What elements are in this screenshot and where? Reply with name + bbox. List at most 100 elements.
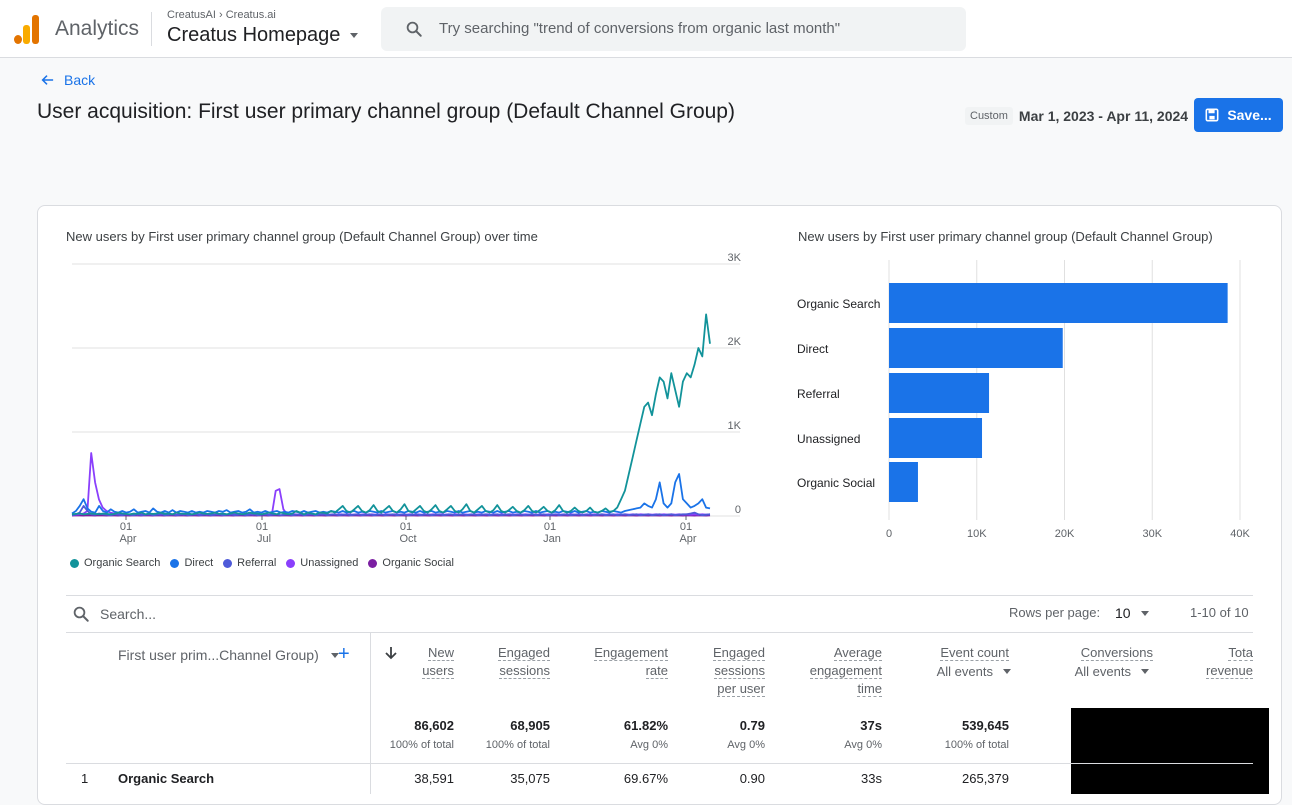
column-total: 539,645 — [962, 718, 1009, 733]
column-total: 61.82% — [624, 718, 668, 733]
line-chart-legend: Organic Search Direct Referral Unassigned Or… — [70, 557, 454, 569]
legend-swatch — [368, 559, 377, 568]
divider — [151, 12, 152, 46]
chevron-right-icon: › — [219, 9, 223, 21]
column-header-text: Tota — [1228, 645, 1253, 661]
table-cell: 0.90 — [740, 771, 765, 786]
event-filter-value: All events — [937, 664, 993, 679]
column-header-text: users — [422, 663, 454, 679]
column-total: 86,602 — [414, 718, 454, 733]
legend-item[interactable]: Direct — [170, 557, 213, 569]
column-header[interactable]: Engaged sessions per user — [713, 644, 765, 698]
rows-per-page-select[interactable]: 10 — [1115, 605, 1149, 621]
column-header-text: Engaged — [498, 645, 550, 661]
legend-label: Organic Search — [84, 557, 160, 569]
legend-swatch — [286, 559, 295, 568]
column-header[interactable]: Engagement rate — [594, 644, 668, 680]
table-cell: 33s — [861, 771, 882, 786]
column-header[interactable]: Event count — [940, 644, 1009, 662]
pagination-range: 1-10 of 10 — [1190, 605, 1249, 620]
row-number: 1 — [81, 771, 88, 786]
column-total-sub: Avg 0% — [630, 739, 668, 751]
date-range-picker[interactable]: Custom Mar 1, 2023 - Apr 11, 2024 — [965, 104, 1188, 128]
sort-arrow-down-icon[interactable] — [384, 645, 398, 661]
column-header[interactable]: Average engagement time — [810, 644, 882, 698]
row-dimension-value[interactable]: Organic Search — [118, 771, 214, 786]
legend-item[interactable]: Referral — [223, 557, 276, 569]
breadcrumb[interactable]: CreatusAI › Creatus.ai — [167, 9, 276, 21]
column-total-sub: Avg 0% — [727, 739, 765, 751]
table-cell: 69.67% — [624, 771, 668, 786]
event-filter-select[interactable]: All events — [937, 664, 1011, 679]
column-header-text: Engaged — [713, 645, 765, 661]
divider — [66, 632, 1253, 633]
legend-swatch — [223, 559, 232, 568]
legend-label: Organic Social — [382, 557, 454, 569]
column-header[interactable]: Tota revenue — [1193, 644, 1253, 680]
date-range-tag: Custom — [965, 107, 1013, 125]
add-dimension-button[interactable]: + — [338, 643, 350, 666]
back-link[interactable]: Back — [40, 72, 95, 88]
column-header-text: revenue — [1206, 663, 1253, 679]
column-header-text: Conversions — [1081, 645, 1153, 661]
breadcrumb-account[interactable]: CreatusAI — [167, 9, 216, 21]
column-total-sub: 100% of total — [486, 739, 550, 751]
page-title: User acquisition: First user primary cha… — [37, 100, 735, 124]
table-search[interactable]: Search... — [72, 605, 156, 623]
save-button[interactable]: Save... — [1194, 98, 1283, 132]
back-label: Back — [64, 72, 95, 88]
dimension-header[interactable]: First user prim...Channel Group) — [118, 647, 339, 663]
column-header-text: Engagement — [594, 645, 668, 661]
column-total: 68,905 — [510, 718, 550, 733]
redacted-region — [1071, 708, 1269, 794]
divider — [370, 632, 371, 794]
legend-label: Referral — [237, 557, 276, 569]
caret-down-icon — [1141, 669, 1149, 674]
top-app-bar: Analytics CreatusAI › Creatus.ai Creatus… — [0, 0, 1292, 58]
column-header-text: rate — [646, 663, 668, 679]
column-total: 0.79 — [740, 718, 765, 733]
property-selector[interactable]: Creatus Homepage — [167, 24, 358, 47]
column-total-sub: 100% of total — [390, 739, 454, 751]
divider — [66, 763, 1253, 764]
column-header-text: sessions — [714, 663, 765, 679]
column-header-text: Event count — [940, 645, 1009, 661]
legend-swatch — [70, 559, 79, 568]
search-icon — [405, 20, 423, 38]
search-placeholder: Try searching "trend of conversions from… — [439, 20, 840, 37]
table-cell: 265,379 — [962, 771, 1009, 786]
column-header-text: engagement — [810, 663, 882, 679]
legend-item[interactable]: Organic Social — [368, 557, 454, 569]
dimension-header-label: First user prim...Channel Group) — [118, 647, 319, 663]
event-filter-select[interactable]: All events — [1075, 664, 1149, 679]
search-icon — [72, 605, 90, 623]
event-filter-value: All events — [1075, 664, 1131, 679]
caret-down-icon — [350, 33, 358, 38]
rows-per-page-value: 10 — [1115, 605, 1131, 621]
table-cell: 38,591 — [414, 771, 454, 786]
column-header-text: Average — [834, 645, 882, 661]
property-name: Creatus Homepage — [167, 24, 340, 46]
analytics-logo[interactable] — [14, 14, 40, 44]
table-search-placeholder: Search... — [100, 606, 156, 622]
column-header-text: New — [428, 645, 454, 661]
legend-item[interactable]: Organic Search — [70, 557, 160, 569]
legend-item[interactable]: Unassigned — [286, 557, 358, 569]
date-range-value: Mar 1, 2023 - Apr 11, 2024 — [1019, 108, 1188, 124]
column-header-text: time — [857, 681, 882, 697]
app-brand: Analytics — [55, 17, 139, 41]
table-cell: 35,075 — [510, 771, 550, 786]
bar-chart-title: New users by First user primary channel … — [798, 229, 1213, 244]
column-total-sub: Avg 0% — [844, 739, 882, 751]
column-header-text: per user — [717, 681, 765, 697]
caret-down-icon — [1141, 611, 1149, 616]
column-header[interactable]: New users — [422, 644, 454, 680]
divider — [66, 595, 1253, 596]
column-total-sub: 100% of total — [945, 739, 1009, 751]
arrow-left-icon — [40, 73, 54, 87]
breadcrumb-property[interactable]: Creatus.ai — [226, 9, 276, 21]
search-bar[interactable]: Try searching "trend of conversions from… — [381, 7, 966, 51]
column-header[interactable]: Conversions — [1081, 644, 1153, 662]
save-label: Save... — [1227, 107, 1271, 123]
